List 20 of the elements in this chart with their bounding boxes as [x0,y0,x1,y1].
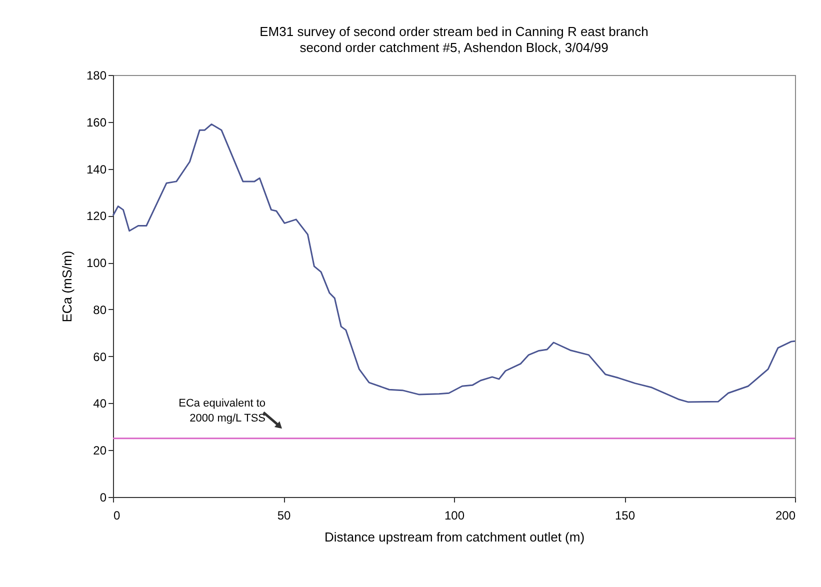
y-tick-label: 120 [86,209,107,224]
x-tick-label: 200 [775,508,796,522]
y-axis-title: ECa (mS/m) [59,250,74,322]
y-tick-label: 100 [86,256,107,270]
x-tick-label: 100 [444,508,465,522]
x-tick-label: 0 [114,508,120,522]
chart-subtitle: second order catchment #5, Ashendon Block, 3/04/99 [300,40,608,55]
annotation: ECa equivalent to 2000 mg/L TSS [178,397,266,424]
x-tick-label: 150 [614,508,636,522]
chart-title: EM31 survey of second order stream bed in Canning R east branch [260,24,648,39]
y-tick-label: 0 [100,490,107,504]
x-axis-title: Distance upstream from catchment outlet (m) [324,530,585,544]
y-tick-label: 140 [86,162,107,176]
x-tick-label: 50 [277,508,291,522]
y-tick-label: 60 [93,350,107,364]
y-tick-label: 160 [86,115,107,130]
y-tick-label: 80 [93,302,107,317]
y-tick-label: 40 [93,396,107,411]
y-tick-label: 180 [86,68,107,82]
y-tick-label: 20 [93,444,107,458]
